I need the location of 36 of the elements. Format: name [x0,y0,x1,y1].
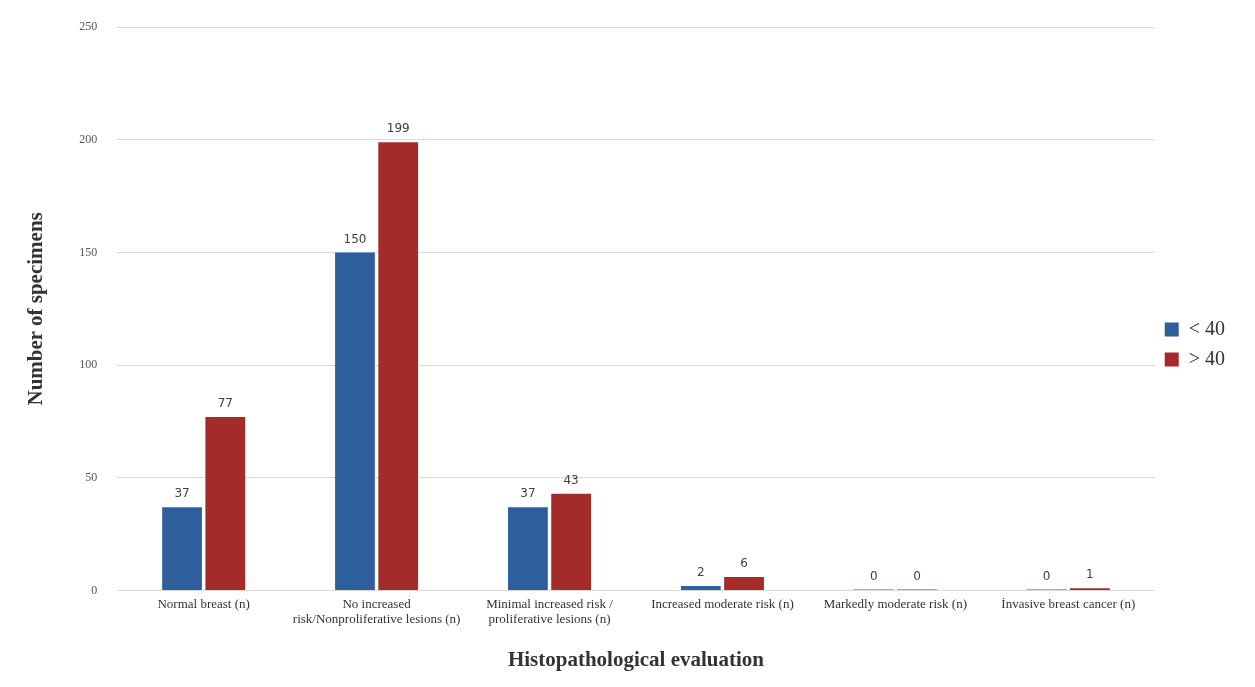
y-tick-label: 250 [79,19,98,34]
y-tick-label: 150 [79,244,98,259]
data-label: 37 [520,486,536,501]
y-tick-label: 0 [91,582,98,597]
data-label: 43 [563,472,579,487]
x-tick-label: İnvasive breast cancer (n) [1001,595,1136,611]
x-tick-label: Increased moderate risk (n) [651,595,794,611]
bar [335,252,375,591]
bar [508,507,548,591]
bar [205,417,246,591]
data-label: 6 [740,556,748,571]
x-tick-label: No increased risk/Nonproliferative lesions (n) [292,595,461,627]
bar [724,577,764,591]
bar [378,142,419,591]
y-axis-title: Number of specimens [23,212,48,406]
x-axis-title: Histopathological evaluation [507,646,765,671]
y-tick-label: 100 [79,357,98,372]
x-tick-label: Minimal increased risk / proliferative lesions (n) [486,595,614,627]
data-label: 150 [343,231,367,246]
data-label: 2 [696,565,705,580]
data-label: 0 [913,568,921,583]
bar [162,507,202,591]
y-tick-label: 50 [85,470,98,485]
legend-label: < 40 [1188,316,1225,339]
y-tick-label: 200 [79,132,98,147]
x-tick-label: Markedly moderate risk (n) [823,595,967,611]
legend-label: > 40 [1188,346,1225,369]
x-tick-label: Normal breast (n) [157,595,250,611]
data-label: 199 [386,121,410,136]
bar [680,586,721,591]
data-label: 0 [1042,568,1051,583]
data-label: 77 [217,396,233,411]
data-label: 1 [1086,567,1094,582]
bar [551,493,591,591]
data-label: 37 [174,486,190,501]
data-label: 0 [869,568,878,583]
